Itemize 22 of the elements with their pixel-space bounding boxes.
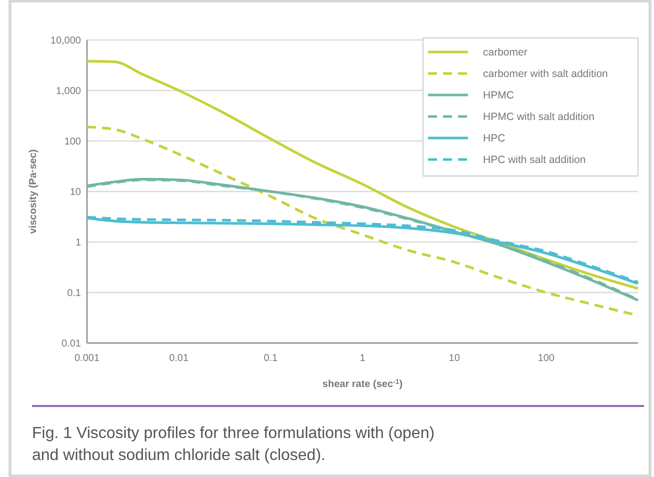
caption: Fig. 1 Viscosity profiles for three formulations with (open) and without sodium chloride salt (closed).	[32, 425, 435, 464]
y-tick-label: 10,000	[50, 36, 82, 46]
legend-label: carbomer	[483, 46, 528, 59]
x-axis-title: shear rate (sec$^{-1}$)	[322, 378, 403, 390]
x-tick-label: 0.001	[74, 353, 100, 364]
y-tick-label: 10	[70, 187, 82, 198]
y-tick-label: 1	[75, 238, 82, 248]
x-tick-label: 0.1	[264, 353, 278, 364]
legend-label: HPC with salt addition	[483, 154, 586, 166]
legend-label: HPMC with salt addition	[483, 111, 595, 124]
legend-label: carbomer with salt addition	[483, 68, 608, 80]
legend-label: HPC	[483, 132, 506, 145]
x-tick-label: 100	[538, 353, 555, 364]
y-tick-label: 0.01	[62, 338, 82, 350]
y-tick-label: 1,000	[56, 86, 82, 97]
x-tick-label: 10	[448, 353, 460, 364]
y-tick-label: 100	[64, 136, 82, 148]
x-tick-label: 1	[360, 353, 366, 364]
y-axis-title: viscosity (Pa·sec)	[28, 149, 39, 234]
y-tick-label: 0.1	[67, 288, 82, 299]
legend-label: HPMC	[483, 90, 514, 102]
x-tick-label: 0.01	[169, 353, 189, 364]
